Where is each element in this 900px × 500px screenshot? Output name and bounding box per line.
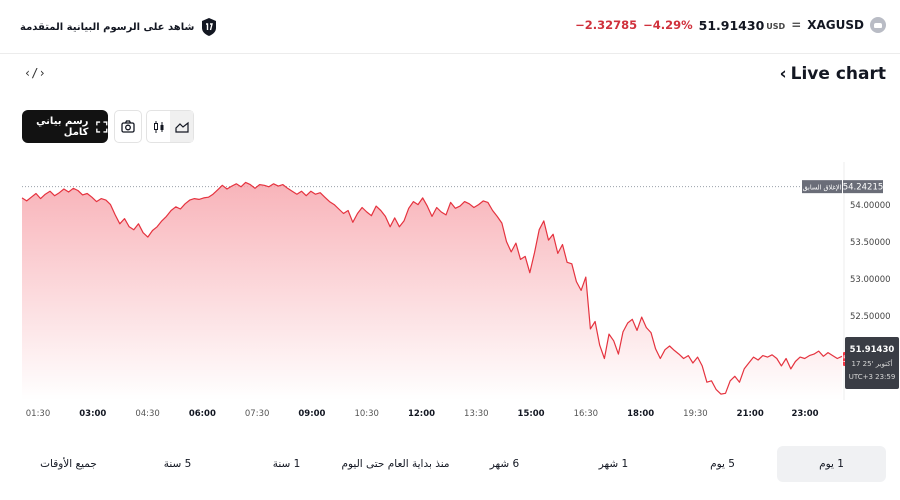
y-tick-label: 53.00000	[850, 275, 891, 285]
prev-close-label: الإغلاق السابق	[803, 184, 842, 192]
x-tick-label: 13:30	[464, 409, 489, 419]
fullscreen-icon	[96, 120, 108, 133]
x-tick-label: 09:00	[298, 409, 325, 419]
crosshair-info-box	[845, 337, 899, 389]
x-tick-label: 06:00	[189, 409, 216, 419]
area-chart-icon	[174, 121, 189, 133]
range-button[interactable]: جميع الأوقات	[40, 458, 97, 470]
x-tick-label: 23:00	[791, 409, 818, 419]
prev-close-value-tag	[843, 180, 883, 194]
y-tick-label: 52.50000	[850, 312, 891, 322]
x-tick-label: 01:30	[26, 409, 51, 419]
equals-icon: =	[791, 18, 802, 32]
live-chart-title[interactable]: ‹ Live chart	[780, 64, 886, 84]
live-chart-label: Live chart	[790, 64, 886, 84]
x-tick-label: 03:00	[79, 409, 106, 419]
crosshair-date: 17 أكتوبر '25	[851, 359, 892, 368]
range-button[interactable]: 6 شهر	[489, 458, 520, 470]
series-area-fill	[22, 182, 842, 400]
change-percent: −4.29%	[643, 18, 693, 32]
x-tick-label: 12:00	[408, 409, 435, 419]
change-absolute: −2.32785	[575, 18, 638, 32]
x-tick-label: 04:30	[135, 409, 160, 419]
y-tick-label: 54.00000	[850, 201, 891, 211]
fullscreen-chart-button[interactable]: رسم بياني كامل	[22, 110, 108, 143]
area-style-button[interactable]	[170, 111, 193, 142]
x-tick-label: 07:30	[245, 409, 270, 419]
silver-coin-icon	[870, 17, 886, 33]
x-tick-label: 10:30	[354, 409, 379, 419]
crosshair-time: UTC+3 23:59	[849, 373, 896, 381]
tradingview-badge-icon	[202, 18, 217, 36]
crosshair-value: 51.91430	[850, 345, 895, 355]
range-button[interactable]: 1 شهر	[598, 458, 629, 470]
series-line	[21, 181, 843, 395]
chart-style-toggle	[146, 110, 194, 143]
range-button[interactable]: 1 سنة	[272, 458, 301, 470]
advanced-charts-text: شاهد على الرسوم البيانية المتقدمة	[20, 21, 195, 33]
candles-style-button[interactable]	[147, 111, 170, 142]
x-tick-label: 21:00	[737, 409, 764, 419]
range-button[interactable]: 5 سنة	[163, 458, 192, 470]
camera-icon	[121, 120, 135, 133]
range-button[interactable]: منذ بداية العام حتى اليوم	[341, 458, 450, 470]
fullscreen-label: رسم بياني كامل	[36, 115, 89, 138]
embed-code-button[interactable]: ‹/›	[24, 66, 46, 80]
chevron-left-icon: ‹	[779, 64, 787, 84]
range-button[interactable]: 5 يوم	[710, 458, 735, 470]
y-tick-label: 53.50000	[850, 238, 891, 248]
candles-icon	[153, 120, 163, 133]
x-tick-label: 19:30	[683, 409, 708, 419]
symbol-name[interactable]: XAGUSD	[807, 18, 864, 32]
symbol-quote: −2.32785 −4.29% 51.91430 USD = XAGUSD	[575, 17, 886, 33]
x-tick-label: 18:00	[627, 409, 654, 419]
last-price: 51.91430	[698, 17, 765, 33]
top-bar: شاهد على الرسوم البيانية المتقدمة −2.327…	[0, 0, 900, 54]
price-chart[interactable]: 54.0000053.5000053.0000052.5000052.00000…	[0, 150, 900, 426]
x-tick-label: 15:00	[518, 409, 545, 419]
advanced-charts-link[interactable]: شاهد على الرسوم البيانية المتقدمة	[20, 16, 218, 38]
snapshot-button[interactable]	[114, 110, 142, 143]
prev-close-tag	[802, 180, 842, 194]
prev-close-value: 54.24215	[843, 183, 884, 193]
range-button[interactable]: 1 يوم	[777, 446, 886, 482]
x-tick-label: 16:30	[574, 409, 599, 419]
currency-code: USD	[766, 22, 786, 31]
range-selector: 1 يوم 5 يوم 1 شهر 6 شهر منذ بداية العام حتى …	[14, 446, 886, 482]
